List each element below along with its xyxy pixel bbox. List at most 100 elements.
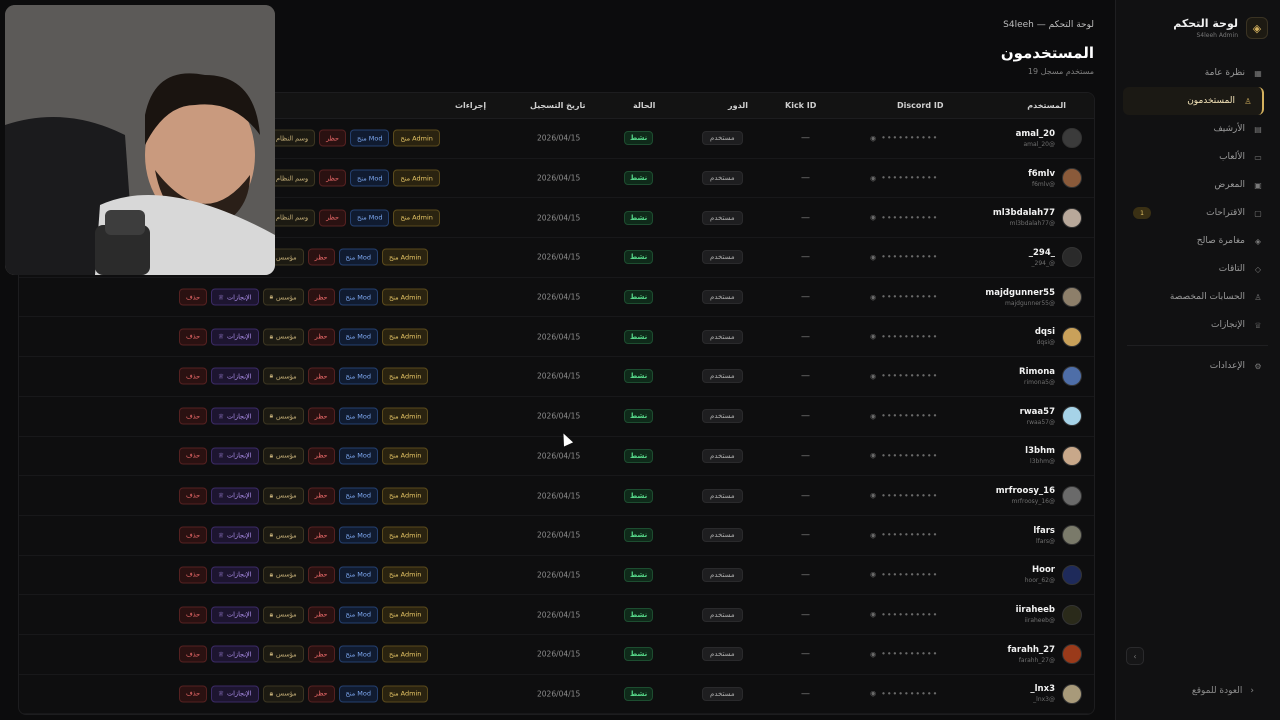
discord-id[interactable]: ◉ ••••••••••: [870, 134, 938, 143]
discord-id[interactable]: ◉ ••••••••••: [870, 293, 938, 302]
eye-icon[interactable]: ◉: [870, 134, 878, 143]
user-cell[interactable]: farahh_27 farahh_27@: [1007, 644, 1082, 665]
sidebar-item-4[interactable]: ▣ المعرض: [1115, 171, 1280, 199]
eye-icon[interactable]: ◉: [870, 491, 878, 500]
founder-button[interactable]: 🔒︎مؤسس: [262, 685, 304, 703]
achievements-button[interactable]: ♕الإنجازات: [211, 685, 259, 703]
eye-icon[interactable]: ◉: [870, 372, 878, 381]
grant-admin-button[interactable]: منح Admin: [381, 328, 429, 346]
user-cell[interactable]: Hoor hoor_62@: [1025, 564, 1082, 585]
user-cell[interactable]: _lnx3 _lnx3@: [1030, 683, 1082, 704]
grant-admin-button[interactable]: منح Admin: [393, 129, 440, 147]
discord-id[interactable]: ◉ ••••••••••: [870, 213, 938, 222]
ban-button[interactable]: حظر: [307, 328, 335, 346]
eye-icon[interactable]: ◉: [870, 174, 878, 183]
delete-button[interactable]: حذف: [179, 685, 208, 703]
discord-id[interactable]: ◉ ••••••••••: [870, 491, 938, 500]
delete-button[interactable]: حذف: [179, 407, 208, 425]
discord-id[interactable]: ◉ ••••••••••: [870, 451, 938, 460]
grant-admin-button[interactable]: منح Admin: [381, 685, 429, 703]
grant-mod-button[interactable]: منح Mod: [338, 288, 378, 306]
grant-admin-button[interactable]: منح Admin: [381, 526, 429, 544]
achievements-button[interactable]: ♕الإنجازات: [211, 447, 259, 465]
achievements-button[interactable]: ♕الإنجازات: [211, 288, 259, 306]
grant-mod-button[interactable]: منح Mod: [338, 566, 378, 584]
grant-mod-button[interactable]: منح Mod: [338, 487, 378, 505]
user-cell[interactable]: f6mlv f6mlv@: [1028, 168, 1082, 189]
grant-admin-button[interactable]: منح Admin: [381, 645, 429, 663]
discord-id[interactable]: ◉ ••••••••••: [870, 531, 938, 540]
discord-id[interactable]: ◉ ••••••••••: [870, 412, 938, 421]
user-cell[interactable]: lfars lfars@: [1033, 525, 1082, 546]
grant-admin-button[interactable]: منح Admin: [393, 209, 440, 227]
delete-button[interactable]: حذف: [179, 566, 208, 584]
delete-button[interactable]: حذف: [179, 526, 208, 544]
founder-button[interactable]: 🔒︎مؤسس: [262, 487, 304, 505]
grant-mod-button[interactable]: منح Mod: [350, 169, 390, 187]
delete-button[interactable]: حذف: [179, 606, 208, 624]
sidebar-item-9[interactable]: ♕ الإنجازات: [1115, 311, 1280, 339]
grant-admin-button[interactable]: منح Admin: [381, 566, 429, 584]
sidebar-item-6[interactable]: ◈ مغامرة صالح: [1115, 227, 1280, 255]
sidebar-item-2[interactable]: ▤ الأرشيف: [1115, 115, 1280, 143]
discord-id[interactable]: ◉ ••••••••••: [870, 689, 938, 698]
ban-button[interactable]: حظر: [307, 487, 335, 505]
user-cell[interactable]: majdgunner55 majdgunner55@: [985, 287, 1082, 308]
grant-admin-button[interactable]: منح Admin: [381, 288, 429, 306]
grant-admin-button[interactable]: منح Admin: [381, 367, 429, 385]
founder-button[interactable]: 🔒︎مؤسس: [262, 367, 304, 385]
back-to-site-link[interactable]: › العودة للموقع: [1192, 686, 1254, 696]
ban-button[interactable]: حظر: [319, 209, 347, 227]
delete-button[interactable]: حذف: [179, 487, 208, 505]
achievements-button[interactable]: ♕الإنجازات: [211, 566, 259, 584]
sidebar-item-1[interactable]: ♙ المستخدمون: [1123, 87, 1264, 115]
discord-id[interactable]: ◉ ••••••••••: [870, 332, 938, 341]
sidebar-item-3[interactable]: ▭ الألعاب: [1115, 143, 1280, 171]
eye-icon[interactable]: ◉: [870, 412, 878, 421]
achievements-button[interactable]: ♕الإنجازات: [211, 407, 259, 425]
achievements-button[interactable]: ♕الإنجازات: [211, 367, 259, 385]
sidebar-item-5[interactable]: ▢ الاقتراحات 1: [1115, 199, 1280, 227]
grant-admin-button[interactable]: منح Admin: [381, 447, 429, 465]
achievements-button[interactable]: ♕الإنجازات: [211, 328, 259, 346]
achievements-button[interactable]: ♕الإنجازات: [211, 645, 259, 663]
discord-id[interactable]: ◉ ••••••••••: [870, 372, 938, 381]
founder-button[interactable]: 🔒︎مؤسس: [262, 606, 304, 624]
achievements-button[interactable]: ♕الإنجازات: [211, 606, 259, 624]
delete-button[interactable]: حذف: [179, 288, 208, 306]
founder-button[interactable]: 🔒︎مؤسس: [262, 526, 304, 544]
ban-button[interactable]: حظر: [319, 169, 347, 187]
ban-button[interactable]: حظر: [307, 367, 335, 385]
eye-icon[interactable]: ◉: [870, 253, 878, 262]
eye-icon[interactable]: ◉: [870, 570, 878, 579]
delete-button[interactable]: حذف: [179, 447, 208, 465]
grant-mod-button[interactable]: منح Mod: [338, 606, 378, 624]
discord-id[interactable]: ◉ ••••••••••: [870, 610, 938, 619]
delete-button[interactable]: حذف: [179, 367, 208, 385]
eye-icon[interactable]: ◉: [870, 213, 878, 222]
system-badge-button[interactable]: 🔒︎وسم النظام: [262, 209, 316, 227]
founder-button[interactable]: 🔒︎مؤسس: [262, 288, 304, 306]
user-cell[interactable]: Rimona rimona5@: [1019, 366, 1082, 387]
user-cell[interactable]: _294_ _294_@: [1029, 247, 1082, 268]
delete-button[interactable]: حذف: [179, 645, 208, 663]
sidebar-item-settings[interactable]: ⚙ الإعدادات: [1115, 352, 1280, 380]
user-cell[interactable]: rwaa57 rwaa57@: [1020, 406, 1082, 427]
ban-button[interactable]: حظر: [307, 288, 335, 306]
sidebar-item-7[interactable]: ◇ التاقات: [1115, 255, 1280, 283]
sidebar-item-8[interactable]: ♙ الحسابات المخصصة: [1115, 283, 1280, 311]
grant-mod-button[interactable]: منح Mod: [338, 407, 378, 425]
eye-icon[interactable]: ◉: [870, 531, 878, 540]
user-cell[interactable]: iiraheeb iiraheeb@: [1016, 604, 1082, 625]
grant-admin-button[interactable]: منح Admin: [393, 169, 440, 187]
eye-icon[interactable]: ◉: [870, 293, 878, 302]
founder-button[interactable]: 🔒︎مؤسس: [262, 566, 304, 584]
discord-id[interactable]: ◉ ••••••••••: [870, 570, 938, 579]
grant-mod-button[interactable]: منح Mod: [350, 209, 390, 227]
achievements-button[interactable]: ♕الإنجازات: [211, 526, 259, 544]
grant-mod-button[interactable]: منح Mod: [338, 328, 378, 346]
ban-button[interactable]: حظر: [307, 526, 335, 544]
eye-icon[interactable]: ◉: [870, 689, 878, 698]
user-cell[interactable]: mrfroosy_16 mrfroosy_16@: [996, 485, 1082, 506]
grant-admin-button[interactable]: منح Admin: [381, 407, 429, 425]
